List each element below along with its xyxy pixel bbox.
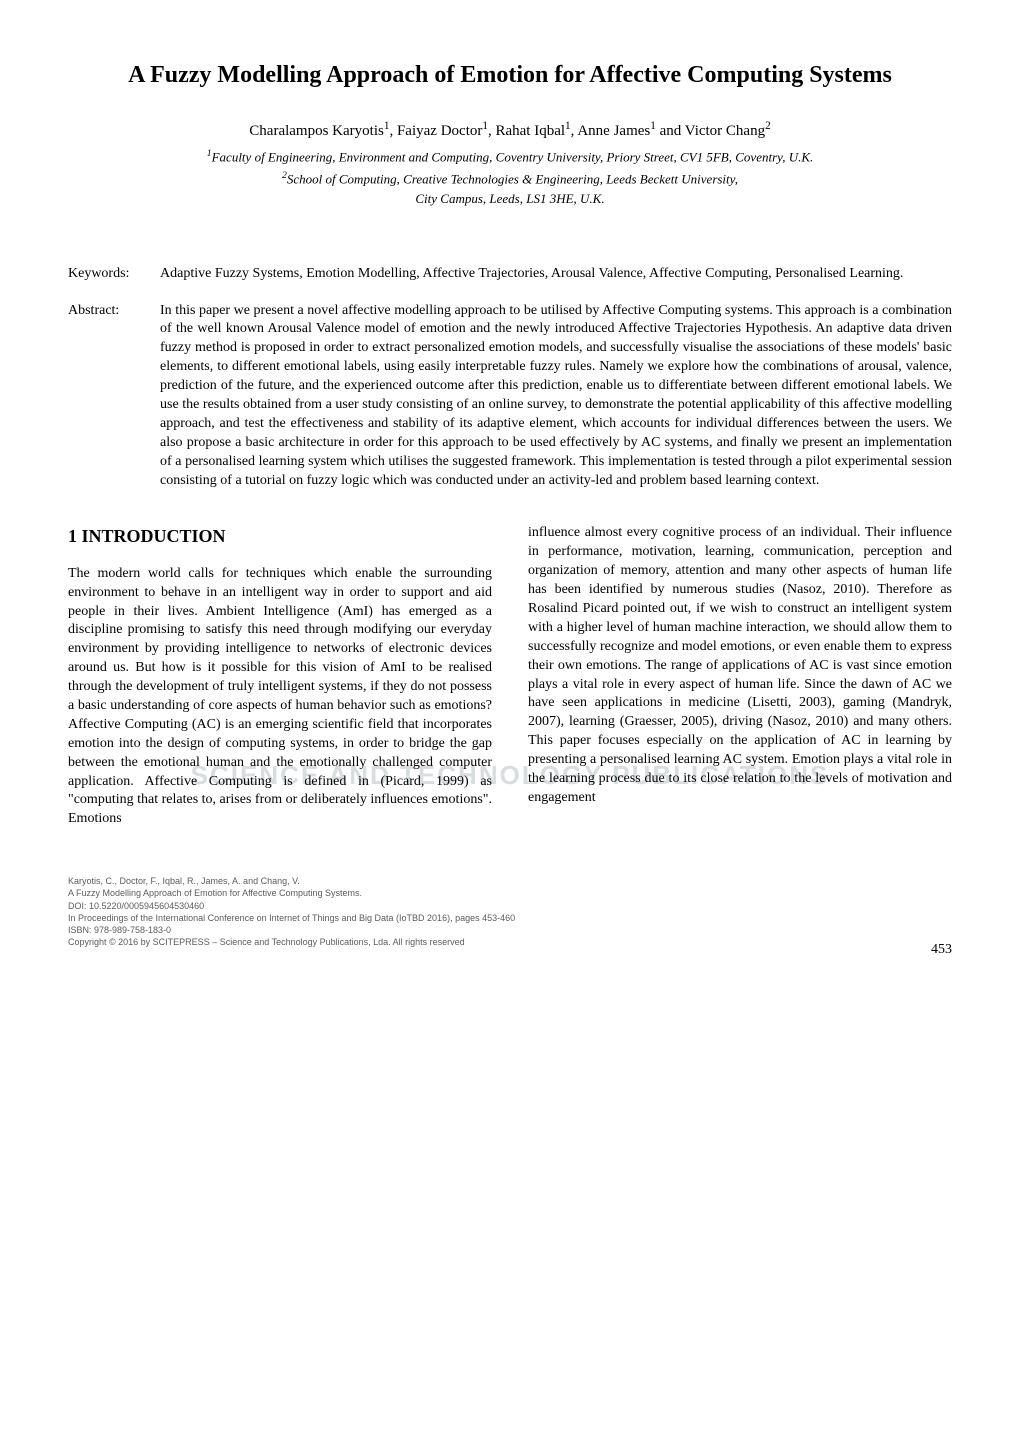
affiliation-2: 2School of Computing, Creative Technolog… [68,169,952,189]
column-left: 1 INTRODUCTION The modern world calls fo… [68,524,492,829]
abstract-text: In this paper we present a novel affecti… [160,302,952,491]
paper-title: A Fuzzy Modelling Approach of Emotion fo… [68,60,952,91]
body-columns: 1 INTRODUCTION The modern world calls fo… [68,524,952,829]
footer-line: In Proceedings of the International Conf… [68,912,952,924]
footer-block: Karyotis, C., Doctor, F., Iqbal, R., Jam… [68,875,952,948]
affiliation-1: 1Faculty of Engineering, Environment and… [68,147,952,167]
keywords-block: Keywords: Adaptive Fuzzy Systems, Emotio… [68,265,952,284]
column-right: influence almost every cognitive process… [528,524,952,829]
abstract-label: Abstract: [68,302,160,491]
section-1-heading: 1 INTRODUCTION [68,524,492,548]
column-left-text: The modern world calls for techniques wh… [68,565,492,829]
keywords-text: Adaptive Fuzzy Systems, Emotion Modellin… [160,265,952,284]
footer-line: Copyright © 2016 by SCITEPRESS – Science… [68,936,952,948]
footer-line: Karyotis, C., Doctor, F., Iqbal, R., Jam… [68,875,952,887]
footer-line: A Fuzzy Modelling Approach of Emotion fo… [68,887,952,899]
affiliation-3: City Campus, Leeds, LS1 3HE, U.K. [68,190,952,208]
column-right-text: influence almost every cognitive process… [528,524,952,807]
abstract-block: Abstract: In this paper we present a nov… [68,302,952,491]
footer-line: ISBN: 978-989-758-183-0 [68,924,952,936]
authors-line: Charalampos Karyotis1, Faiyaz Doctor1, R… [68,119,952,141]
keywords-label: Keywords: [68,265,160,284]
footer-line: DOI: 10.5220/0005945604530460 [68,900,952,912]
